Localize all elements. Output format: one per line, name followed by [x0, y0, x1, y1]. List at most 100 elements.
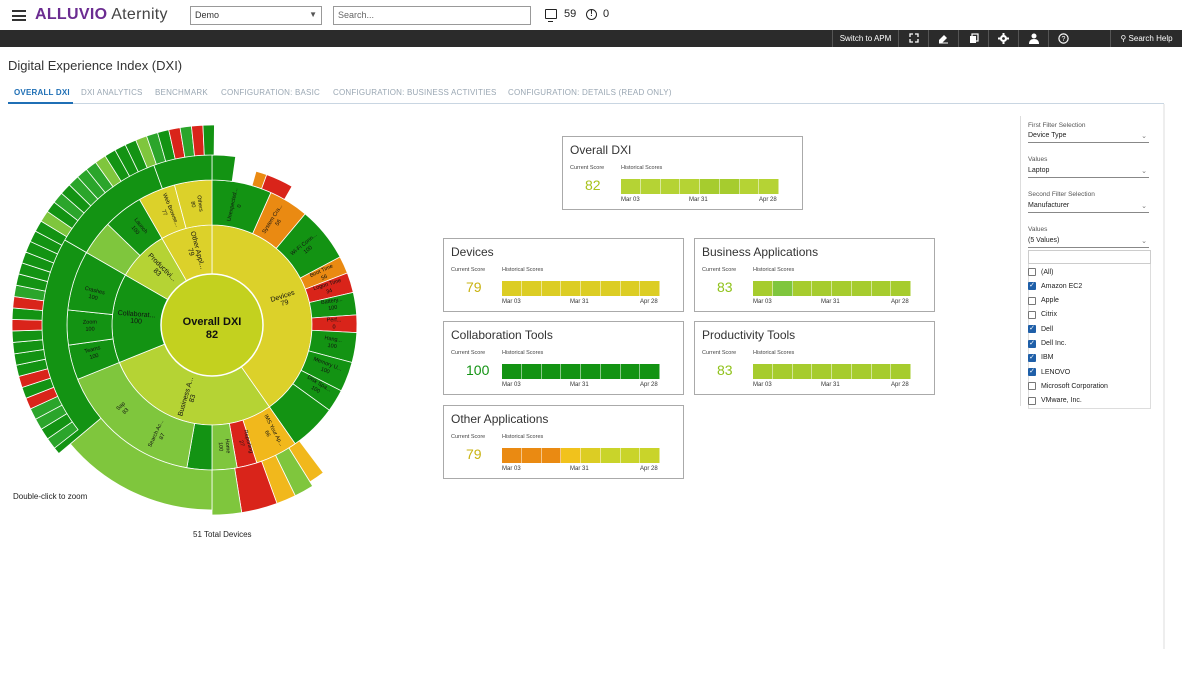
historical-score-bar[interactable]	[502, 448, 522, 463]
historical-scores-bars[interactable]	[753, 364, 911, 379]
second-filter-select[interactable]: Manufacturer ⌄	[1028, 202, 1149, 213]
historical-score-bar[interactable]	[561, 448, 581, 463]
historical-score-bar[interactable]	[581, 364, 601, 379]
historical-score-bar[interactable]	[793, 364, 813, 379]
filter-option[interactable]: ✓ Amazon EC2	[1028, 282, 1082, 290]
historical-score-bar[interactable]	[753, 364, 773, 379]
historical-score-bar[interactable]	[542, 364, 562, 379]
tab-benchmark[interactable]: BENCHMARK	[155, 88, 208, 97]
filter-option[interactable]: (All)	[1028, 268, 1053, 276]
sunburst-outer-sliver-11[interactable]	[12, 319, 42, 331]
historical-score-bar[interactable]	[740, 179, 760, 194]
app-logo[interactable]: ALLUVIO Aternity	[35, 6, 168, 24]
historical-score-bar[interactable]	[872, 364, 892, 379]
page-scrollbar[interactable]	[1163, 104, 1165, 649]
historical-score-bar[interactable]	[581, 448, 601, 463]
checkbox-icon[interactable]: ✓	[1028, 282, 1036, 290]
historical-score-bar[interactable]	[640, 364, 660, 379]
tab-configuration-basic[interactable]: CONFIGURATION: BASIC	[221, 88, 320, 97]
checkbox-icon[interactable]	[1028, 311, 1036, 319]
historical-scores-bars[interactable]	[502, 364, 660, 379]
historical-score-bar[interactable]	[502, 281, 522, 296]
historical-score-bar[interactable]	[891, 364, 911, 379]
checkbox-icon[interactable]	[1028, 397, 1036, 405]
filter-option[interactable]: ✓ Dell	[1028, 325, 1053, 333]
values-select[interactable]: Laptop ⌄	[1028, 167, 1149, 178]
dxi-sunburst-chart[interactable]: Devices79Business A...83Collaborat...100…	[0, 118, 370, 528]
historical-score-bar[interactable]	[561, 281, 581, 296]
historical-score-bar[interactable]	[852, 364, 872, 379]
other-score-card[interactable]: Other Applications Current Score Histori…	[443, 405, 684, 479]
historical-score-bar[interactable]	[621, 179, 641, 194]
checkbox-icon[interactable]: ✓	[1028, 325, 1036, 333]
historical-score-bar[interactable]	[773, 364, 793, 379]
checkbox-icon[interactable]	[1028, 297, 1036, 305]
filter-option[interactable]: VMware, Inc.	[1028, 397, 1082, 405]
help-icon[interactable]: ?	[1048, 30, 1078, 47]
menu-icon[interactable]	[12, 10, 26, 21]
filter-option[interactable]: Apple	[1028, 297, 1059, 305]
search-help-button[interactable]: ⚲ Search Help	[1110, 30, 1182, 47]
sunburst-detail-0[interactable]	[212, 155, 236, 181]
historical-score-bar[interactable]	[661, 179, 681, 194]
checkbox-icon[interactable]	[1028, 382, 1036, 390]
historical-score-bar[interactable]	[542, 448, 562, 463]
historical-score-bar[interactable]	[601, 448, 621, 463]
user-icon[interactable]	[1018, 30, 1048, 47]
historical-scores-bars[interactable]	[753, 281, 911, 296]
historical-score-bar[interactable]	[759, 179, 779, 194]
historical-score-bar[interactable]	[621, 281, 641, 296]
filter-search-input[interactable]	[1028, 250, 1151, 264]
checkbox-icon[interactable]: ✓	[1028, 354, 1036, 362]
historical-score-bar[interactable]	[891, 281, 911, 296]
tab-overall-dxi[interactable]: OVERALL DXI	[14, 88, 70, 97]
checkbox-icon[interactable]: ✓	[1028, 340, 1036, 348]
collaboration-score-card[interactable]: Collaboration Tools Current Score Histor…	[443, 321, 684, 395]
historical-score-bar[interactable]	[640, 448, 660, 463]
expand-icon[interactable]	[898, 30, 928, 47]
historical-score-bar[interactable]	[753, 281, 773, 296]
tab-dxi-analytics[interactable]: DXI ANALYTICS	[81, 88, 143, 97]
historical-score-bar[interactable]	[522, 448, 542, 463]
historical-score-bar[interactable]	[522, 281, 542, 296]
historical-score-bar[interactable]	[621, 448, 641, 463]
historical-score-bar[interactable]	[561, 364, 581, 379]
historical-score-bar[interactable]	[700, 179, 720, 194]
first-filter-select[interactable]: Device Type ⌄	[1028, 132, 1149, 143]
historical-score-bar[interactable]	[502, 364, 522, 379]
checkbox-icon[interactable]: ✓	[1028, 368, 1036, 376]
historical-score-bar[interactable]	[601, 281, 621, 296]
filter-option[interactable]: Citrix	[1028, 311, 1057, 319]
sunburst-outer-sliver-10[interactable]	[12, 330, 43, 342]
sunburst-outer-sliver-38[interactable]	[203, 125, 215, 155]
filter-option[interactable]: ✓ LENOVO	[1028, 368, 1070, 376]
historical-score-bar[interactable]	[621, 364, 641, 379]
switch-to-apm-button[interactable]: Switch to APM	[832, 30, 898, 47]
historical-score-bar[interactable]	[581, 281, 601, 296]
checkbox-icon[interactable]	[1028, 268, 1036, 276]
historical-score-bar[interactable]	[812, 281, 832, 296]
business-score-card[interactable]: Business Applications Current Score Hist…	[694, 238, 935, 312]
historical-score-bar[interactable]	[773, 281, 793, 296]
global-search-input[interactable]: Search...	[333, 6, 531, 25]
productivity-score-card[interactable]: Productivity Tools Current Score Histori…	[694, 321, 935, 395]
historical-scores-bars[interactable]	[502, 448, 660, 463]
copy-icon[interactable]	[958, 30, 988, 47]
historical-score-bar[interactable]	[720, 179, 740, 194]
historical-score-bar[interactable]	[852, 281, 872, 296]
gear-icon[interactable]	[988, 30, 1018, 47]
devices-status[interactable]: 59	[545, 8, 576, 20]
overall-score-card[interactable]: Overall DXI Current Score Historical Sco…	[562, 136, 803, 210]
tab-configuration-details[interactable]: CONFIGURATION: DETAILS (READ ONLY)	[508, 88, 672, 97]
edit-icon[interactable]	[928, 30, 958, 47]
alerts-status[interactable]: ! 0	[586, 8, 609, 20]
filter-option[interactable]: Microsoft Corporation	[1028, 382, 1108, 390]
historical-score-bar[interactable]	[640, 281, 660, 296]
historical-score-bar[interactable]	[812, 364, 832, 379]
historical-score-bar[interactable]	[641, 179, 661, 194]
historical-score-bar[interactable]	[832, 364, 852, 379]
historical-scores-bars[interactable]	[621, 179, 779, 194]
historical-score-bar[interactable]	[680, 179, 700, 194]
historical-score-bar[interactable]	[601, 364, 621, 379]
historical-score-bar[interactable]	[542, 281, 562, 296]
